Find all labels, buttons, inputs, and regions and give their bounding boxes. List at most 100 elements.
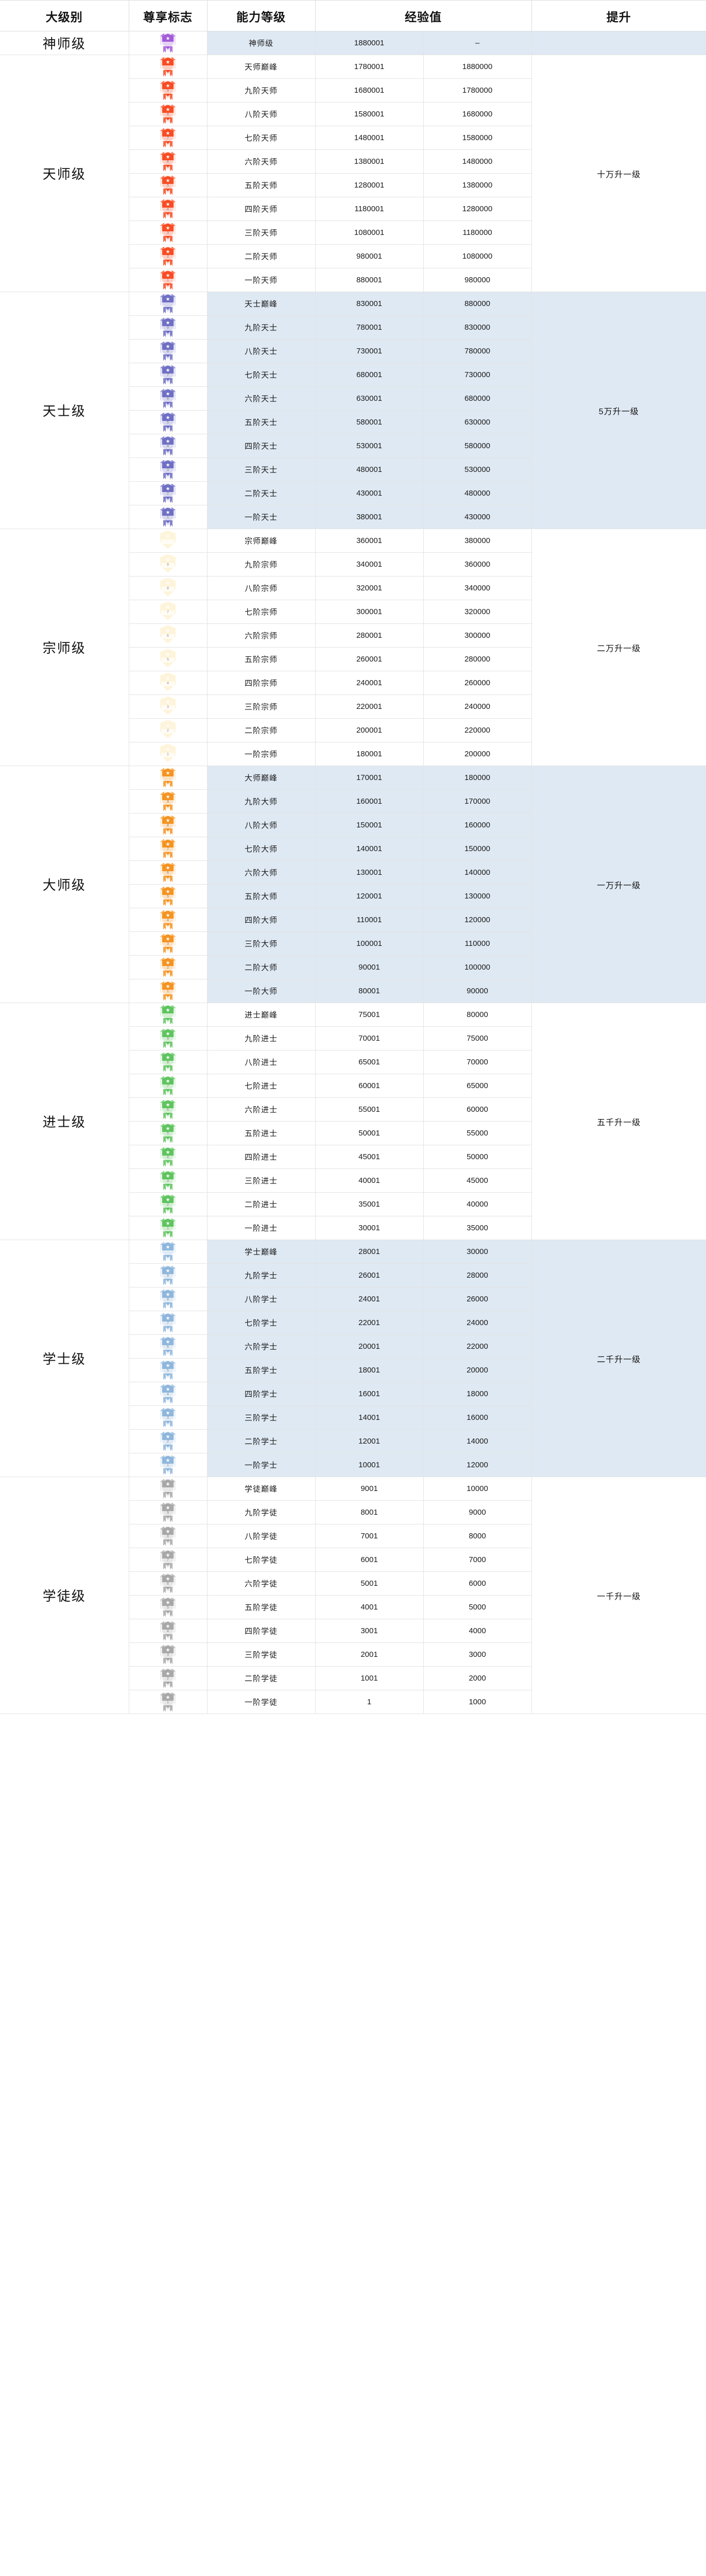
header-row: 大级别 尊享标志 能力等级 经验值 提升 [0, 0, 706, 31]
experience-max-cell: 75000 [423, 1026, 532, 1050]
ability-level-cell: 八阶天师 [206, 102, 316, 126]
badge-rank-number: 1 [167, 1700, 169, 1704]
ability-level-cell: 六阶进士 [206, 1097, 316, 1122]
ability-level-cell: 二阶天士 [206, 481, 316, 505]
experience-max-cell: 140000 [423, 860, 532, 885]
badge-cell: 6 [128, 623, 208, 648]
ability-level-cell: 一阶学徒 [206, 1690, 316, 1714]
ability-level-cell: 二阶宗师 [206, 718, 316, 742]
rank-badge-icon: 4 [160, 198, 176, 219]
ability-level-cell: 八阶学徒 [206, 1524, 316, 1548]
ability-rank-table: 大级别 尊享标志 能力等级 经验值 提升 神师级 神师级 1880001– 天师级 天师… [0, 0, 706, 1714]
badge-cell: 4 [128, 908, 208, 932]
rank-badge-icon: 2 [160, 957, 176, 978]
ability-level-cell: 五阶进士 [206, 1121, 316, 1145]
experience-max-cell: 28000 [423, 1263, 532, 1287]
rank-badge-icon: 2 [160, 1668, 176, 1689]
rank-badge-icon: 1 [160, 980, 176, 1002]
badge-rank-number: 3 [167, 1179, 169, 1183]
ability-level-cell: 六阶宗师 [206, 623, 316, 648]
table-row: 8 八阶大师 150001 160000 [0, 813, 706, 837]
promotion-cell: 一万升一级 [531, 766, 706, 1003]
experience-min-cell: 40001 [315, 1168, 424, 1193]
badge-cell: 6 [128, 860, 208, 885]
rank-badge-icon: 9 [160, 317, 176, 338]
experience-min-cell: 45001 [315, 1145, 424, 1169]
badge-cell: 2 [128, 1429, 208, 1453]
ability-level-cell: 四阶天师 [206, 197, 316, 221]
table-row: 5 五阶大师 120001 130000 [0, 884, 706, 908]
rank-badge-icon [160, 767, 176, 788]
table-row: 7 七阶天师 1480001 1580000 [0, 126, 706, 150]
badge-cell [128, 1477, 208, 1501]
experience-max-cell: 3000 [423, 1642, 532, 1667]
badge-rank-number: 2 [167, 492, 169, 496]
experience-max-cell: 300000 [423, 623, 532, 648]
experience-max-cell: 1080000 [423, 244, 532, 268]
ability-level-cell: 四阶大师 [206, 908, 316, 932]
experience-max-cell: 980000 [423, 268, 532, 292]
experience-max-cell: 120000 [423, 908, 532, 932]
badge-rank-number: 3 [167, 1416, 169, 1420]
experience-min-cell: 1180001 [315, 197, 424, 221]
badge-rank-number: 2 [167, 255, 169, 259]
experience-max-cell: 2000 [423, 1666, 532, 1690]
experience-max-cell: 430000 [423, 505, 532, 529]
ability-level-cell: 三阶学徒 [206, 1642, 316, 1667]
badge-cell: 4 [128, 197, 208, 221]
table-row: 3 三阶天士 480001 530000 [0, 457, 706, 482]
table-row: 4 四阶学徒 3001 4000 [0, 1619, 706, 1643]
table-row: 7 七阶学士 22001 24000 [0, 1311, 706, 1335]
experience-min-cell: 2001 [315, 1642, 424, 1667]
experience-min-cell: 26001 [315, 1263, 424, 1287]
experience-max-cell: 110000 [423, 931, 532, 956]
experience-min-cell: 180001 [315, 742, 424, 766]
badge-cell: 5 [128, 173, 208, 197]
table-row: 2 二阶大师 90001 100000 [0, 955, 706, 979]
badge-rank-number: 8 [167, 1297, 169, 1301]
badge-rank-number: 3 [167, 1653, 169, 1657]
ability-level-cell: 九阶天士 [206, 315, 316, 340]
rank-badge-icon: 5 [160, 886, 176, 907]
experience-min-cell: 980001 [315, 244, 424, 268]
experience-min-cell: 480001 [315, 457, 424, 482]
experience-min-cell: 880001 [315, 268, 424, 292]
experience-min-cell: 1380001 [315, 149, 424, 174]
experience-max-cell: 1780000 [423, 78, 532, 103]
badge-rank-number: 8 [167, 112, 169, 116]
rank-badge-icon: 9 [160, 554, 176, 575]
experience-max-cell: 60000 [423, 1097, 532, 1122]
table-row: 神师级 神师级 1880001– [0, 31, 706, 55]
ability-level-cell: 八阶进士 [206, 1050, 316, 1074]
badge-rank-number: 1 [167, 1226, 169, 1230]
experience-min-cell: 1680001 [315, 78, 424, 103]
experience-max-cell: 16000 [423, 1405, 532, 1430]
rank-badge-icon: 8 [160, 341, 176, 362]
experience-max-cell: 10000 [423, 1477, 532, 1501]
experience-max-cell: 630000 [423, 410, 532, 434]
badge-cell: 6 [128, 1097, 208, 1122]
badge-cell [128, 292, 208, 316]
badge-rank-number: 2 [167, 728, 169, 733]
experience-min-cell: 140001 [315, 837, 424, 861]
badge-cell: 1 [128, 1216, 208, 1240]
experience-min-cell: 3001 [315, 1619, 424, 1643]
table-row: 2 二阶天师 980001 1080000 [0, 244, 706, 268]
major-tier-cell: 宗师级 [0, 529, 129, 766]
badge-rank-number: 9 [167, 1274, 169, 1278]
table-row: 1 一阶进士 30001 35000 [0, 1216, 706, 1240]
promotion-cell [531, 31, 706, 55]
badge-cell: 6 [128, 386, 208, 411]
table-row: 5 五阶学徒 4001 5000 [0, 1595, 706, 1619]
rank-badge-icon: 3 [160, 933, 176, 954]
table-row: 5 五阶天士 580001 630000 [0, 410, 706, 434]
experience-min-cell: 16001 [315, 1382, 424, 1406]
experience-max-cell: 55000 [423, 1121, 532, 1145]
badge-cell: 3 [128, 1168, 208, 1193]
experience-min-cell: 170001 [315, 766, 424, 790]
experience-min-cell: 24001 [315, 1287, 424, 1311]
badge-cell: 4 [128, 1619, 208, 1643]
rank-badge-icon: 3 [160, 459, 176, 480]
experience-min-cell: 630001 [315, 386, 424, 411]
badge-cell: 1 [128, 979, 208, 1003]
